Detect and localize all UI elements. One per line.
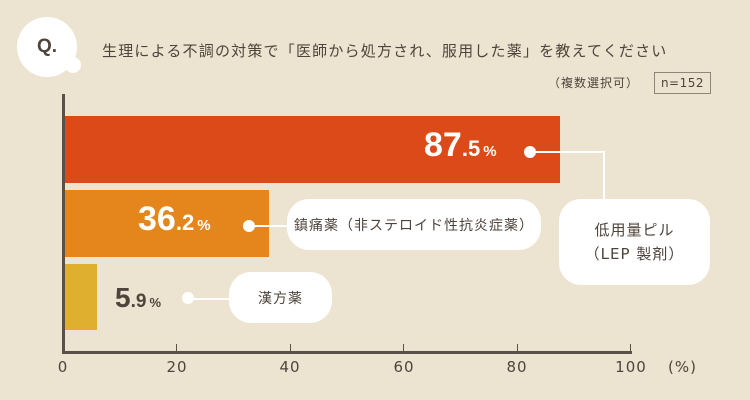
x-tick-80: [517, 344, 518, 352]
x-tick-label: 20: [166, 358, 188, 376]
question-badge: Q.: [17, 17, 77, 77]
x-tick-label: 0: [57, 358, 69, 376]
bar-value-painkiller: 36.2%: [138, 200, 211, 239]
callout-low-dose-pill: 低用量ピル （LEP 製剤）: [559, 199, 710, 285]
x-tick-20: [176, 344, 177, 352]
x-axis: [62, 351, 632, 354]
callout-line: （LEP 製剤）: [584, 245, 685, 263]
connector-line: [530, 151, 605, 153]
callout-kampo: 漢方薬: [229, 272, 332, 323]
bar-kampo: [65, 264, 97, 330]
x-tick-label: 60: [393, 358, 415, 376]
x-tick-label: 100: [615, 358, 647, 376]
x-axis-unit: (%): [668, 358, 697, 376]
connector-line: [188, 298, 233, 300]
y-axis: [62, 94, 65, 354]
x-tick-100: [630, 344, 631, 352]
connector-line: [250, 225, 290, 227]
x-tick-label: 40: [279, 358, 301, 376]
bar-value-low-dose-pill: 87.5%: [424, 126, 497, 165]
connector-line: [603, 151, 605, 201]
value-pct: %: [197, 217, 211, 234]
value-dec: .9: [130, 291, 147, 312]
x-tick-60: [403, 344, 404, 352]
x-tick-label: 80: [506, 358, 528, 376]
value-dec: .5: [461, 136, 481, 161]
value-pct: %: [149, 295, 161, 310]
connector-dot: [243, 220, 255, 232]
x-tick-40: [290, 344, 291, 352]
question-title: 生理による不調の対策で「医師から処方され、服用した薬」を教えてください: [102, 42, 668, 60]
value-int: 36: [138, 200, 176, 238]
callout-line: 低用量ピル: [594, 221, 675, 239]
value-int: 5: [115, 282, 131, 313]
bar-painkiller: [65, 190, 269, 257]
sample-size-badge: n=152: [654, 72, 711, 94]
bar-low-dose-pill: [65, 116, 560, 183]
bar-value-kampo: 5.9%: [115, 282, 161, 314]
callout-painkiller: 鎮痛薬（非ステロイド性抗炎症薬）: [287, 199, 541, 250]
multi-select-note: （複数選択可）: [548, 76, 640, 90]
value-dec: .2: [175, 210, 195, 235]
value-pct: %: [483, 143, 497, 160]
value-int: 87: [424, 126, 462, 164]
